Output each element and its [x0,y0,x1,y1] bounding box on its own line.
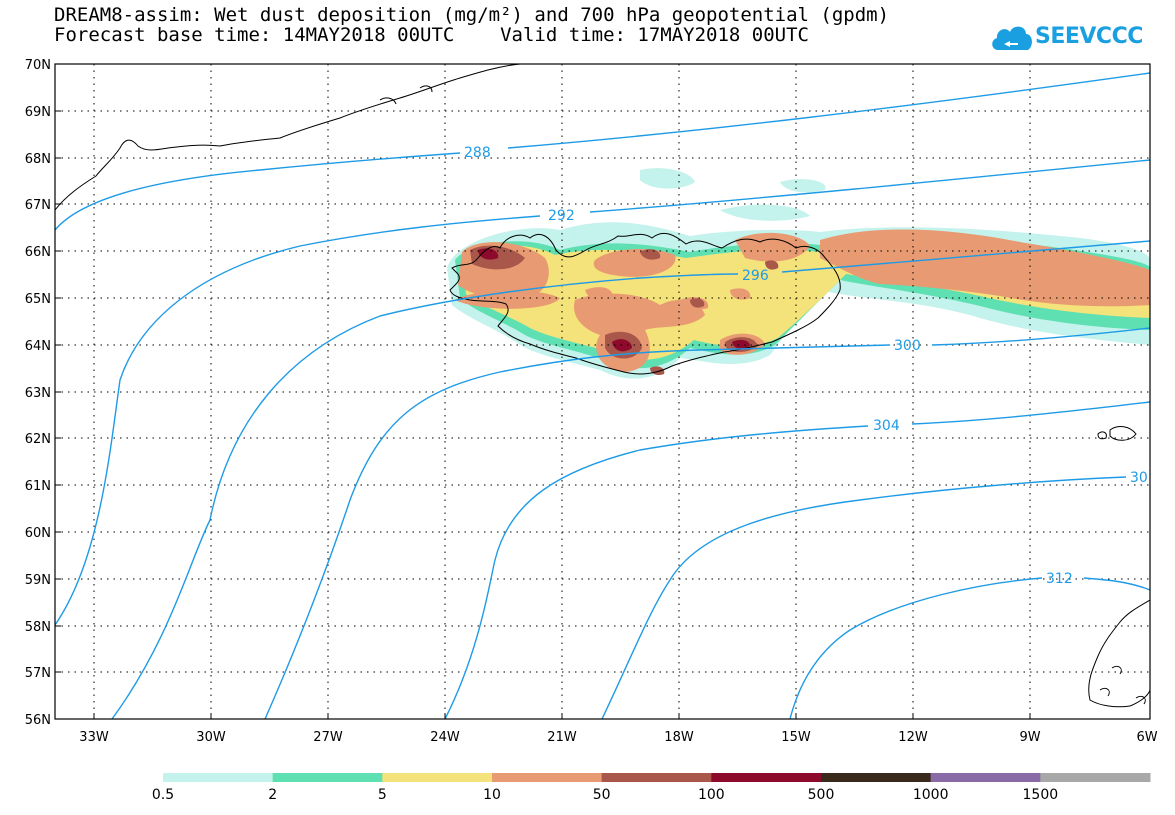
lat-label: 67N [25,198,51,213]
colorbar-swatch [1040,773,1151,782]
forecast-times: Forecast base time: 14MAY2018 00UTC Vali… [54,24,809,46]
contour-292 [55,159,1150,626]
contour-label-304: 304 [873,418,900,434]
latitude-labels: 70N 69N 68N 67N 66N 65N 64N 63N 62N 61N … [25,58,51,728]
contour-label-300: 300 [894,338,921,354]
lon-label: 9W [1019,730,1040,745]
colorbar-swatch [930,773,1041,782]
colorbar-label: 100 [698,787,725,803]
lon-label: 27W [313,730,343,745]
seevccc-logo: SEEVCCC [990,18,1143,58]
lon-label: 33W [79,730,109,745]
longitude-labels: 33W 30W 27W 24W 21W 18W 15W 12W 9W 6W [79,730,1157,745]
colorbar-swatch [492,773,603,782]
contour-label-288: 288 [464,145,491,161]
lon-label: 18W [664,730,694,745]
lat-label: 60N [25,526,51,541]
contour-304 [444,401,1150,719]
lat-label: 68N [25,152,51,167]
lat-label: 56N [25,713,51,728]
colorbar-swatch [601,773,712,782]
lon-label: 15W [781,730,811,745]
colorbar-label: 2 [268,787,277,803]
colorbar-swatch [821,773,932,782]
colorbar-swatch [711,773,822,782]
colorbar-label: 0.5 [152,787,174,803]
colorbar: 0.5 2 5 10 50 100 500 1000 1500 [152,773,1151,803]
coastlines [55,64,1150,708]
dust-deposition-field [447,168,1150,379]
colorbar-label: 1000 [913,787,949,803]
contour-308 [601,476,1127,719]
lat-label: 62N [25,432,51,447]
lon-label: 12W [898,730,928,745]
lon-label: 21W [547,730,577,745]
lon-label: 6W [1136,730,1157,745]
contour-288 [55,72,1150,231]
lat-label: 70N [25,58,51,73]
contour-labels: 288 292 296 300 304 30 312 [464,145,1148,587]
lat-label: 64N [25,339,51,354]
cloud-icon [992,26,1032,50]
contour-label-296: 296 [742,268,769,284]
lat-label: 66N [25,245,51,260]
colorbar-label: 500 [808,787,835,803]
contour-300 [264,327,1150,719]
colorbar-label: 1500 [1023,787,1059,803]
lat-label: 69N [25,105,51,120]
colorbar-label: 10 [483,787,501,803]
contour-296 [111,240,1150,719]
contour-label-312: 312 [1046,571,1073,587]
lon-label: 30W [196,730,226,745]
colorbar-swatch [272,773,383,782]
colorbar-swatch [382,773,493,782]
contour-label-292: 292 [548,208,575,224]
axis-ticks [55,110,1031,719]
logo-text: SEEVCCC [1035,24,1143,49]
contour-label-308: 30 [1130,470,1148,486]
geopotential-contours [55,72,1150,719]
colorbar-label: 5 [378,787,387,803]
colorbar-swatch [163,773,274,782]
colorbar-label: 50 [593,787,611,803]
lat-label: 61N [25,479,51,494]
lon-label: 24W [430,730,460,745]
lat-label: 65N [25,292,51,307]
lat-label: 63N [25,386,51,401]
contour-312 [789,577,1150,719]
lat-label: 59N [25,573,51,588]
map-title: DREAM8-assim: Wet dust deposition (mg/m²… [54,4,890,26]
map-grid [55,64,1150,719]
lat-label: 58N [25,620,51,635]
lat-label: 57N [25,666,51,681]
